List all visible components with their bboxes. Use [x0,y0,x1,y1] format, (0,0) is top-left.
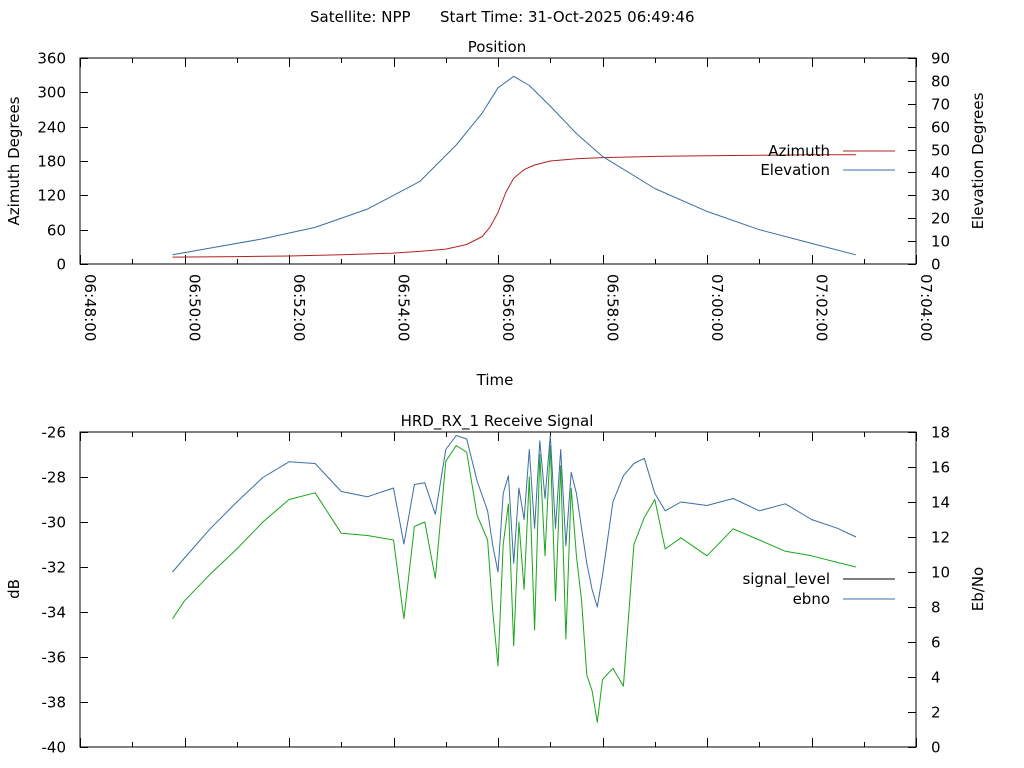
position-legend-label: Azimuth [768,142,830,160]
signal-y-tick-label: -32 [42,559,67,577]
signal-y-tick-label: -38 [42,694,67,712]
position-chart-title: Position [468,38,526,56]
signal-y2-tick-label: 2 [931,704,941,722]
signal-y2-tick-label: 6 [931,634,941,652]
position-y2-tick-label: 70 [931,96,950,114]
signal-y2-tick-label: 12 [931,529,950,547]
position-x-tick-label: 06:50:00 [186,274,204,341]
position-series-line-elevation [172,75,857,256]
signal-legend-label: ebno [793,590,830,608]
signal-y-axis-label: dB [5,579,23,599]
position-y-axis-label: Azimuth Degrees [5,96,23,225]
signal-y2-tick-label: 10 [931,564,950,582]
signal-series-line-ebno [172,435,857,608]
signal-y2-axis-label: Eb/No [969,567,987,611]
position-x-tick-label: 06:48:00 [81,274,99,341]
signal-y2-tick-label: 8 [931,599,941,617]
position-chart: Position Time Azimuth Degrees Elevation … [5,38,987,389]
signal-y2-tick-label: 18 [931,424,950,442]
position-y-tick-label: 0 [56,256,66,274]
position-x-tick-label: 07:00:00 [708,274,726,341]
position-x-tick-label: 07:04:00 [917,274,935,341]
position-y-tick-label: 240 [37,119,66,137]
header-start-time: Start Time: 31-Oct-2025 06:49:46 [440,8,695,26]
signal-y-tick-label: -26 [42,424,67,442]
signal-y-tick-label: -40 [42,739,67,757]
position-y-tick-label: 360 [37,50,66,68]
position-y2-tick-label: 80 [931,73,950,91]
position-y2-axis-label: Elevation Degrees [969,92,987,229]
position-legend-label: Elevation [760,161,830,179]
position-y2-tick-label: 0 [931,256,941,274]
position-y2-tick-label: 90 [931,50,950,68]
position-y-tick-label: 60 [47,222,66,240]
position-x-tick-label: 06:52:00 [290,274,308,341]
signal-plot-frame [79,431,917,748]
signal-y-tick-label: -34 [42,604,67,622]
position-x-tick-label: 07:02:00 [813,274,831,341]
position-x-tick-label: 06:56:00 [499,274,517,341]
position-y2-tick-label: 60 [931,119,950,137]
signal-y2-tick-label: 0 [931,739,941,757]
position-x-tick-label: 06:54:00 [395,274,413,341]
position-y2-tick-label: 40 [931,164,950,182]
header-satellite: Satellite: NPP [310,8,411,26]
signal-y-tick-label: -28 [42,469,67,487]
position-y-tick-label: 180 [37,153,66,171]
position-y-tick-label: 300 [37,84,66,102]
position-x-tick-label: 06:58:00 [604,274,622,341]
position-series-line-azimuth [172,154,856,258]
position-y2-tick-label: 20 [931,210,950,228]
position-y2-tick-label: 30 [931,187,950,205]
signal-chart-title: HRD_RX_1 Receive Signal [401,412,594,431]
signal-y-tick-label: -36 [42,649,67,667]
signal-y2-tick-label: 16 [931,459,950,477]
signal-y2-tick-label: 14 [931,494,950,512]
position-x-axis-label: Time [476,371,514,389]
position-y-tick-label: 120 [37,187,66,205]
signal-y2-tick-label: 4 [931,669,941,687]
signal-y-tick-label: -30 [42,514,67,532]
position-y2-tick-label: 10 [931,233,950,251]
signal-series-line-signal-level [172,445,857,723]
signal-chart: HRD_RX_1 Receive Signal dB Eb/No -40 -38 -… [5,412,987,757]
position-y2-tick-label: 50 [931,142,950,160]
signal-legend-label: signal_level [742,570,830,589]
